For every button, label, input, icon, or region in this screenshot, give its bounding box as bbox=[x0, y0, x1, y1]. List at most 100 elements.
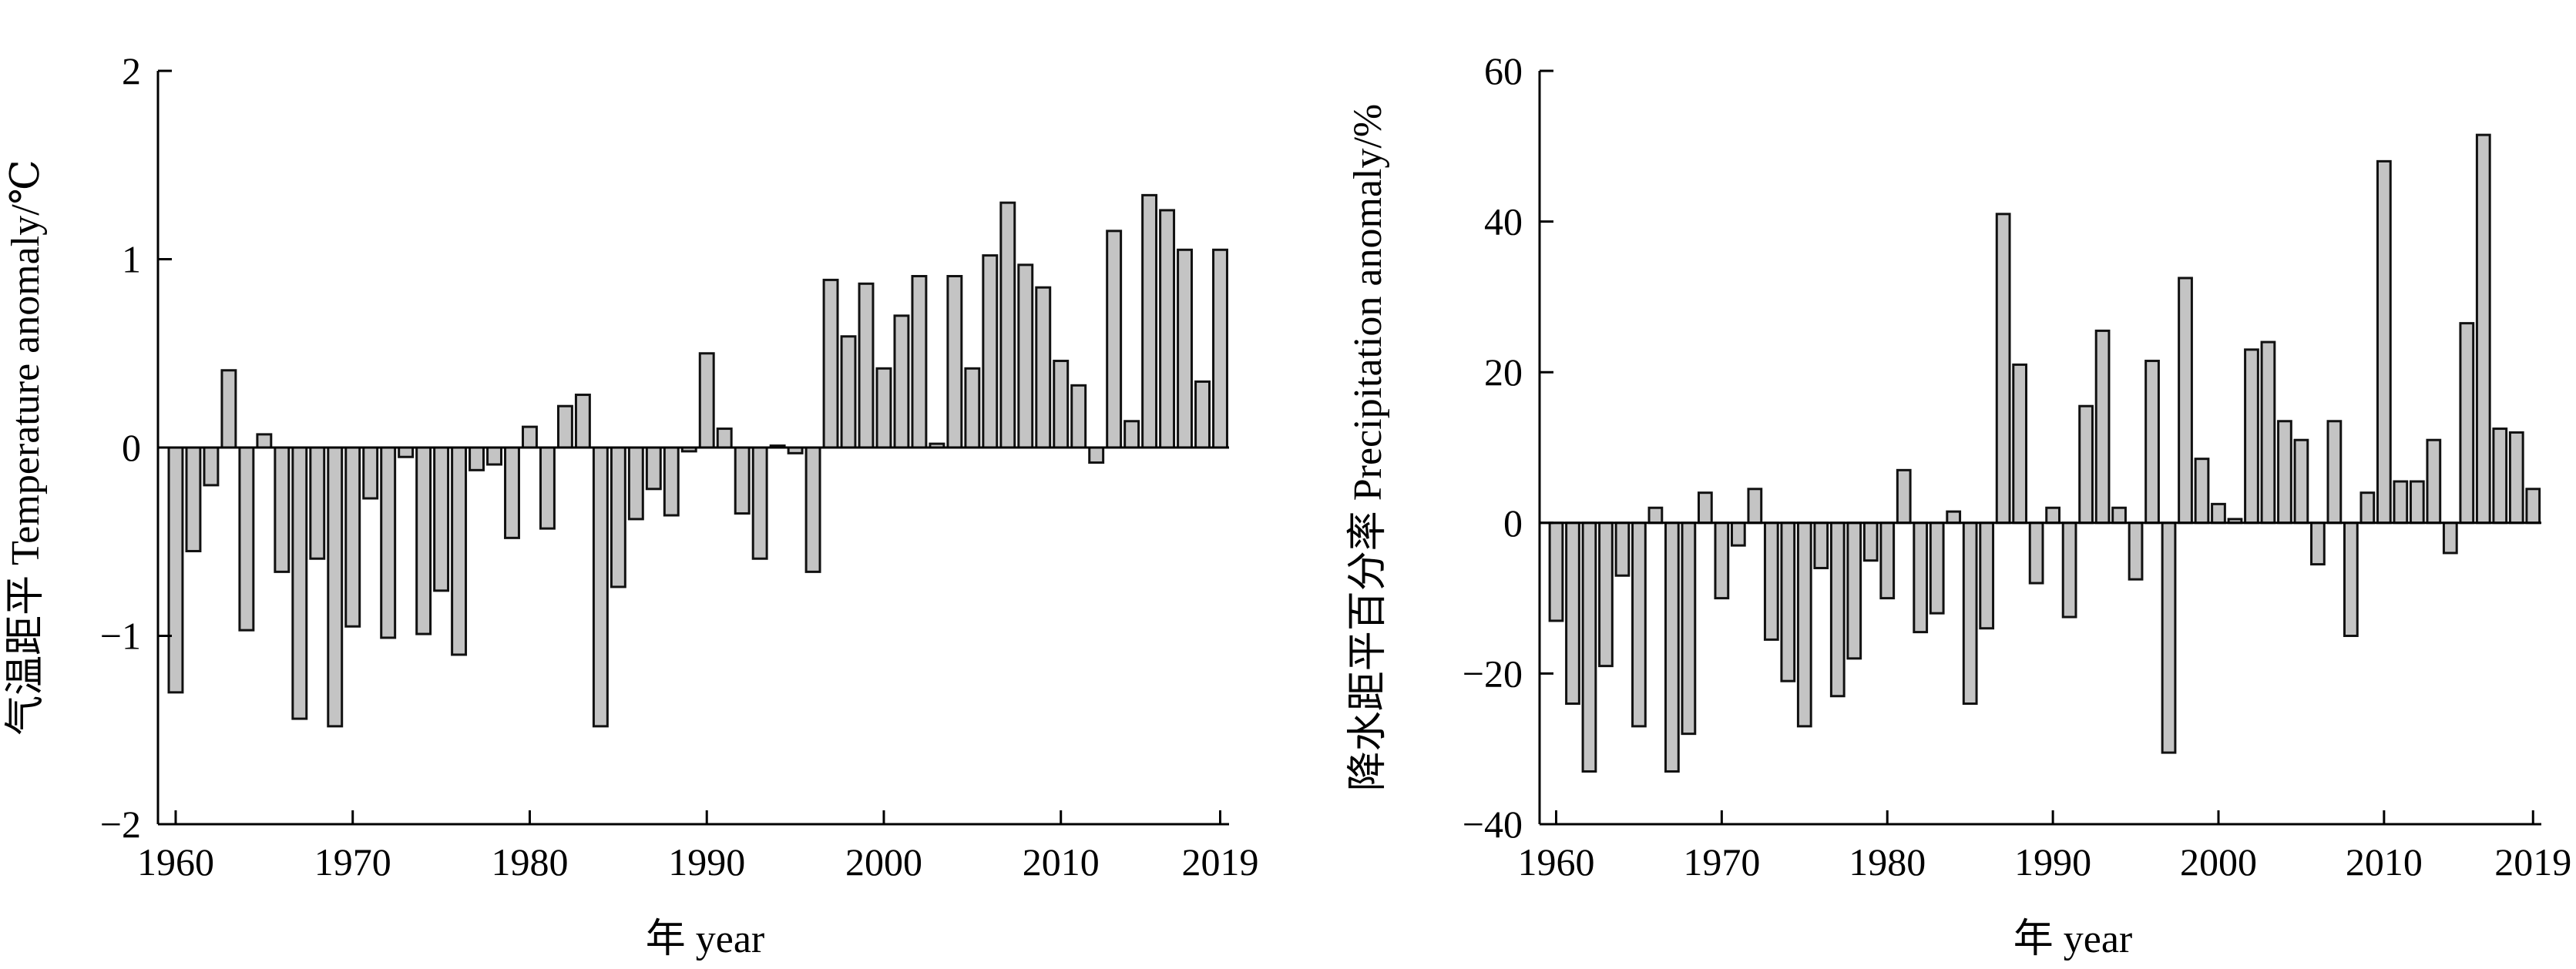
bar-2014 bbox=[2442, 521, 2458, 555]
bar-2015 bbox=[2459, 322, 2475, 525]
bar-1960 bbox=[167, 446, 184, 694]
bar-2009 bbox=[2359, 491, 2376, 525]
bar-1973 bbox=[398, 446, 415, 458]
bar-1978 bbox=[1846, 521, 1862, 660]
y-tick-label: 20 bbox=[1484, 350, 1523, 394]
bar-1980 bbox=[522, 425, 538, 449]
bar-1968 bbox=[1681, 521, 1697, 736]
y-tick-label: −2 bbox=[100, 803, 141, 846]
bar-2005 bbox=[2293, 438, 2309, 525]
bar-2014 bbox=[1123, 420, 1140, 449]
bar-1992 bbox=[2078, 404, 2094, 525]
bar-1970 bbox=[344, 446, 361, 628]
bar-2009 bbox=[1035, 286, 1052, 449]
bar-1990 bbox=[698, 352, 715, 449]
bar-2004 bbox=[2277, 420, 2292, 525]
x-tick-label: 2000 bbox=[2180, 840, 2257, 884]
bar-1961 bbox=[185, 446, 202, 552]
bar-1987 bbox=[1995, 213, 2011, 525]
bar-2012 bbox=[1088, 446, 1105, 464]
bar-1995 bbox=[2128, 521, 2144, 581]
bar-1992 bbox=[734, 446, 751, 515]
bar-2013 bbox=[1106, 230, 1123, 449]
bar-2005 bbox=[964, 367, 981, 449]
x-tick-label: 1980 bbox=[1849, 840, 1926, 884]
bar-1984 bbox=[592, 446, 609, 728]
bar-2018 bbox=[1194, 380, 1211, 449]
bar-2008 bbox=[1017, 263, 1034, 449]
x-tick-label: 1960 bbox=[137, 840, 214, 884]
bar-1969 bbox=[1698, 491, 1713, 525]
bar-1990 bbox=[2045, 506, 2060, 525]
y-tick-label: −1 bbox=[100, 615, 141, 658]
bar-1996 bbox=[2144, 360, 2160, 525]
bar-1967 bbox=[291, 446, 308, 720]
bar-1964 bbox=[238, 446, 255, 632]
bar-2004 bbox=[946, 275, 963, 449]
bar-1972 bbox=[1747, 488, 1763, 525]
bar-2015 bbox=[1141, 193, 1158, 449]
bar-1975 bbox=[433, 446, 450, 592]
bar-2017 bbox=[1177, 248, 1194, 449]
bar-1998 bbox=[840, 335, 857, 449]
x-tick-label: 2019 bbox=[2494, 840, 2571, 884]
bar-1965 bbox=[1631, 521, 1647, 728]
x-tick-label: 1970 bbox=[1683, 840, 1760, 884]
bar-1976 bbox=[451, 446, 468, 656]
bar-2000 bbox=[2211, 502, 2226, 525]
bar-1970 bbox=[1714, 521, 1730, 600]
bar-1975 bbox=[1796, 521, 1812, 728]
bar-1988 bbox=[2012, 363, 2028, 525]
bar-1999 bbox=[2194, 458, 2210, 525]
bar-1986 bbox=[1979, 521, 1995, 630]
y-tick-label: 40 bbox=[1484, 200, 1523, 243]
bar-1963 bbox=[1598, 521, 1614, 668]
x-axis-title: 年 year bbox=[2013, 917, 2132, 961]
bar-1961 bbox=[1565, 521, 1580, 706]
bar-2019 bbox=[1212, 248, 1228, 449]
x-tick-label: 1980 bbox=[491, 840, 568, 884]
bar-1991 bbox=[716, 428, 733, 449]
bar-1972 bbox=[380, 446, 397, 639]
bar-1979 bbox=[504, 446, 520, 539]
bar-1993 bbox=[2094, 329, 2111, 525]
bar-1966 bbox=[1647, 506, 1664, 525]
y-tick-label: 2 bbox=[122, 49, 141, 92]
bar-2017 bbox=[2492, 428, 2508, 525]
bar-1985 bbox=[610, 446, 626, 588]
bar-1994 bbox=[2111, 506, 2127, 525]
bar-1997 bbox=[2161, 521, 2177, 754]
y-tick-label: 1 bbox=[122, 238, 141, 281]
bar-2016 bbox=[2475, 133, 2491, 525]
x-tick-label: 2010 bbox=[2346, 840, 2423, 884]
bar-1981 bbox=[1896, 468, 1912, 525]
bar-1982 bbox=[556, 404, 573, 449]
bar-1964 bbox=[1614, 521, 1631, 577]
bar-2006 bbox=[2310, 521, 2326, 566]
precipitation-anomaly-chart: −40 −20 0 20 40 60 1960 1970 1980 1990 2000 2010 201… bbox=[1346, 49, 2571, 961]
bar-2003 bbox=[2260, 340, 2276, 525]
bar-1968 bbox=[309, 446, 326, 560]
bar-1984 bbox=[1946, 510, 1962, 525]
bar-1976 bbox=[1813, 521, 1829, 569]
y-tick-label: −20 bbox=[1463, 652, 1523, 695]
bar-1978 bbox=[486, 446, 502, 466]
bar-2012 bbox=[2409, 480, 2425, 525]
bar-2007 bbox=[2326, 420, 2343, 525]
bar-1969 bbox=[327, 446, 344, 728]
bar-2011 bbox=[1070, 384, 1087, 449]
x-tick-label: 2000 bbox=[845, 840, 922, 884]
bar-1974 bbox=[415, 446, 432, 635]
bar-2002 bbox=[911, 275, 928, 449]
bar-1983 bbox=[574, 394, 591, 449]
bar-2008 bbox=[2343, 521, 2359, 637]
y-tick-label: −40 bbox=[1463, 803, 1523, 846]
bar-1999 bbox=[858, 282, 875, 449]
bar-2010 bbox=[2376, 159, 2392, 525]
bar-1988 bbox=[663, 446, 680, 517]
bar-1981 bbox=[539, 446, 556, 530]
bar-1996 bbox=[804, 446, 821, 573]
y-axis-title: 气温距平 Temperature anomaly/℃ bbox=[4, 159, 48, 736]
bar-1973 bbox=[1763, 521, 1779, 641]
